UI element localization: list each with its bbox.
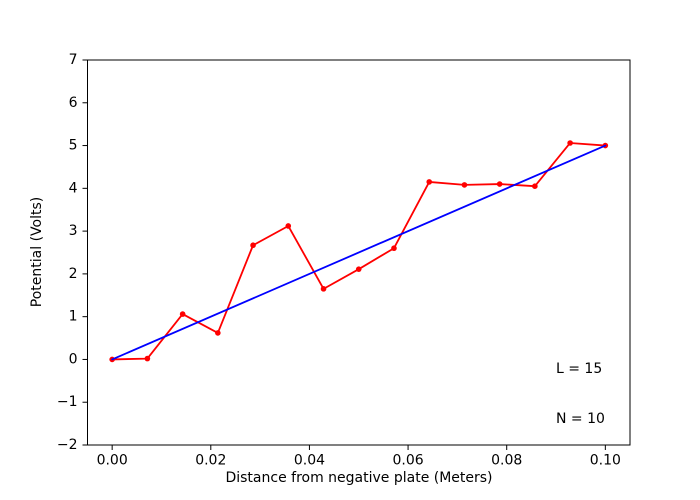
data-point-marker: [144, 355, 151, 362]
y-axis-label: Potential (Volts): [29, 196, 45, 308]
annotation-text: L = 15 N = 10: [556, 328, 605, 460]
data-point-marker: [461, 182, 468, 188]
axes-spines: [87, 59, 631, 446]
x-axis-label: Distance from negative plate (Meters): [225, 470, 493, 486]
y-tick-label: 2: [69, 266, 78, 282]
annotation-line-N: N = 10: [556, 410, 605, 427]
y-tick-label: 7: [69, 52, 78, 68]
data-point-marker: [426, 179, 433, 185]
y-tick-label: −1: [57, 394, 78, 410]
y-tick-label: 4: [69, 180, 78, 196]
y-tick-label: 6: [69, 95, 78, 111]
y-tick-label: 3: [69, 223, 78, 239]
y-tick-label: 0: [69, 351, 78, 367]
y-tick-label: −2: [57, 437, 78, 453]
measured-series-markers: [109, 140, 609, 363]
y-axis-ticks: −2 −1 0 1 2 3 4 5 6 7: [57, 52, 88, 453]
data-point-marker: [285, 223, 292, 229]
x-tick-label: 0.04: [294, 453, 325, 469]
x-tick-label: 0.00: [97, 453, 128, 469]
x-axis-ticks: 0.00 0.02 0.04 0.06 0.08 0.10: [97, 445, 621, 469]
data-point-marker: [567, 140, 573, 146]
x-tick-label: 0.02: [195, 453, 226, 469]
data-point-marker: [179, 311, 186, 317]
data-point-marker: [250, 242, 256, 249]
data-point-marker: [320, 286, 327, 292]
data-point-marker: [532, 183, 538, 189]
data-point-marker: [496, 181, 503, 187]
x-tick-label: 0.08: [491, 453, 522, 469]
y-tick-label: 5: [69, 138, 78, 154]
fit-series-line: [111, 144, 607, 361]
data-point-marker: [355, 266, 362, 272]
y-tick-label: 1: [69, 309, 78, 325]
x-tick-label: 0.06: [392, 453, 423, 469]
data-point-marker: [391, 245, 397, 252]
data-point-marker: [215, 330, 221, 336]
annotation-line-L: L = 15: [556, 361, 603, 377]
x-tick-label: 0.10: [590, 453, 621, 469]
